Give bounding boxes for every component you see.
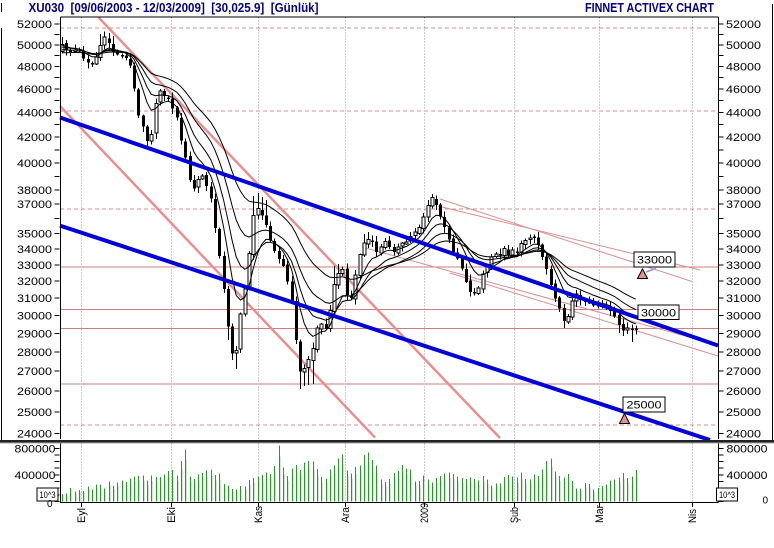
svg-text:2009: 2009	[419, 503, 431, 523]
svg-text:34000: 34000	[17, 244, 52, 256]
svg-text:33000: 33000	[726, 260, 761, 272]
svg-text:38000: 38000	[17, 185, 52, 197]
svg-text:Ara: Ara	[340, 506, 352, 523]
svg-text:48000: 48000	[17, 61, 52, 73]
svg-text:XU030 [09/06/2003 - 12/03/200: XU030 [09/06/2003 - 12/03/2009] [30,025.…	[29, 1, 319, 15]
svg-text:0: 0	[47, 499, 53, 510]
svg-text:30000: 30000	[726, 310, 761, 322]
svg-text:FINNET ACTIVEX CHART: FINNET ACTIVEX CHART	[585, 1, 714, 15]
svg-text:28000: 28000	[726, 347, 761, 359]
svg-text:800000: 800000	[15, 443, 56, 455]
svg-text:800000: 800000	[727, 443, 768, 455]
svg-text:27000: 27000	[17, 366, 52, 378]
svg-text:50000: 50000	[726, 40, 761, 52]
svg-text:38000: 38000	[726, 185, 761, 197]
svg-text:400000: 400000	[15, 470, 56, 482]
svg-text:400000: 400000	[727, 470, 768, 482]
svg-text:28000: 28000	[17, 347, 52, 359]
svg-text:Şub: Şub	[509, 507, 521, 523]
svg-text:33000: 33000	[17, 260, 52, 272]
svg-text:40000: 40000	[17, 158, 52, 170]
svg-text:40000: 40000	[726, 158, 761, 170]
svg-text:46000: 46000	[17, 84, 52, 96]
svg-text:52000: 52000	[726, 19, 761, 31]
svg-text:37000: 37000	[726, 199, 761, 211]
svg-text:10^3: 10^3	[40, 490, 56, 500]
svg-text:Nis: Nis	[687, 509, 699, 523]
svg-text:42000: 42000	[726, 132, 761, 144]
svg-text:35000: 35000	[17, 229, 52, 241]
svg-text:27000: 27000	[726, 366, 761, 378]
svg-text:35000: 35000	[726, 229, 761, 241]
svg-text:Eyl: Eyl	[76, 508, 88, 523]
svg-text:10^3: 10^3	[719, 490, 735, 500]
svg-text:25000: 25000	[627, 400, 662, 412]
svg-text:Kas: Kas	[253, 506, 265, 523]
svg-text:26000: 26000	[17, 386, 52, 398]
svg-text:48000: 48000	[726, 61, 761, 73]
svg-text:32000: 32000	[726, 276, 761, 288]
svg-text:50000: 50000	[17, 40, 52, 52]
svg-text:42000: 42000	[17, 132, 52, 144]
svg-text:44000: 44000	[726, 108, 761, 120]
svg-text:24000: 24000	[726, 429, 761, 441]
svg-text:29000: 29000	[17, 328, 52, 340]
svg-text:30000: 30000	[17, 310, 52, 322]
svg-text:Eki: Eki	[166, 507, 178, 523]
svg-text:Mar: Mar	[594, 505, 606, 523]
svg-text:25000: 25000	[17, 407, 52, 419]
svg-text:37000: 37000	[17, 199, 52, 211]
svg-text:31000: 31000	[17, 293, 52, 305]
svg-text:44000: 44000	[17, 108, 52, 120]
svg-text:34000: 34000	[726, 244, 761, 256]
svg-text:32000: 32000	[17, 276, 52, 288]
svg-text:30000: 30000	[641, 307, 676, 319]
svg-text:29000: 29000	[726, 328, 761, 340]
svg-text:52000: 52000	[17, 19, 52, 31]
svg-text:33000: 33000	[637, 255, 672, 267]
svg-text:25000: 25000	[726, 407, 761, 419]
svg-text:24000: 24000	[17, 429, 52, 441]
svg-text:46000: 46000	[726, 84, 761, 96]
svg-text:26000: 26000	[726, 386, 761, 398]
svg-text:31000: 31000	[726, 293, 761, 305]
svg-text:0: 0	[762, 496, 768, 507]
